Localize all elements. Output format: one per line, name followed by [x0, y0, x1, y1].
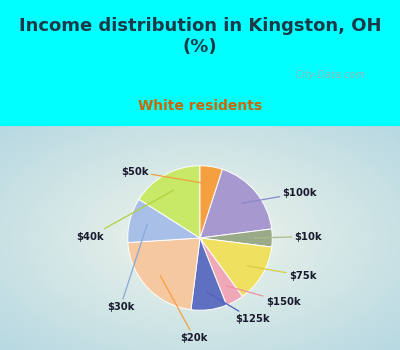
- Wedge shape: [200, 238, 242, 305]
- Wedge shape: [200, 169, 272, 238]
- Wedge shape: [200, 229, 272, 247]
- Wedge shape: [128, 238, 200, 310]
- Text: $125k: $125k: [207, 292, 269, 324]
- Text: $100k: $100k: [242, 188, 317, 203]
- Text: $40k: $40k: [76, 190, 174, 241]
- Wedge shape: [139, 166, 200, 238]
- Text: $75k: $75k: [247, 266, 316, 281]
- Text: White residents: White residents: [138, 99, 262, 113]
- Text: $10k: $10k: [255, 232, 322, 242]
- Wedge shape: [128, 199, 200, 243]
- Wedge shape: [200, 238, 272, 296]
- Text: $20k: $20k: [160, 275, 208, 343]
- Text: City-Data.com: City-Data.com: [288, 70, 364, 80]
- Text: Income distribution in Kingston, OH
(%): Income distribution in Kingston, OH (%): [19, 17, 381, 56]
- Text: $30k: $30k: [107, 224, 147, 312]
- Wedge shape: [200, 166, 222, 238]
- Wedge shape: [191, 238, 226, 310]
- Text: $150k: $150k: [226, 286, 300, 307]
- Text: $50k: $50k: [121, 167, 208, 184]
